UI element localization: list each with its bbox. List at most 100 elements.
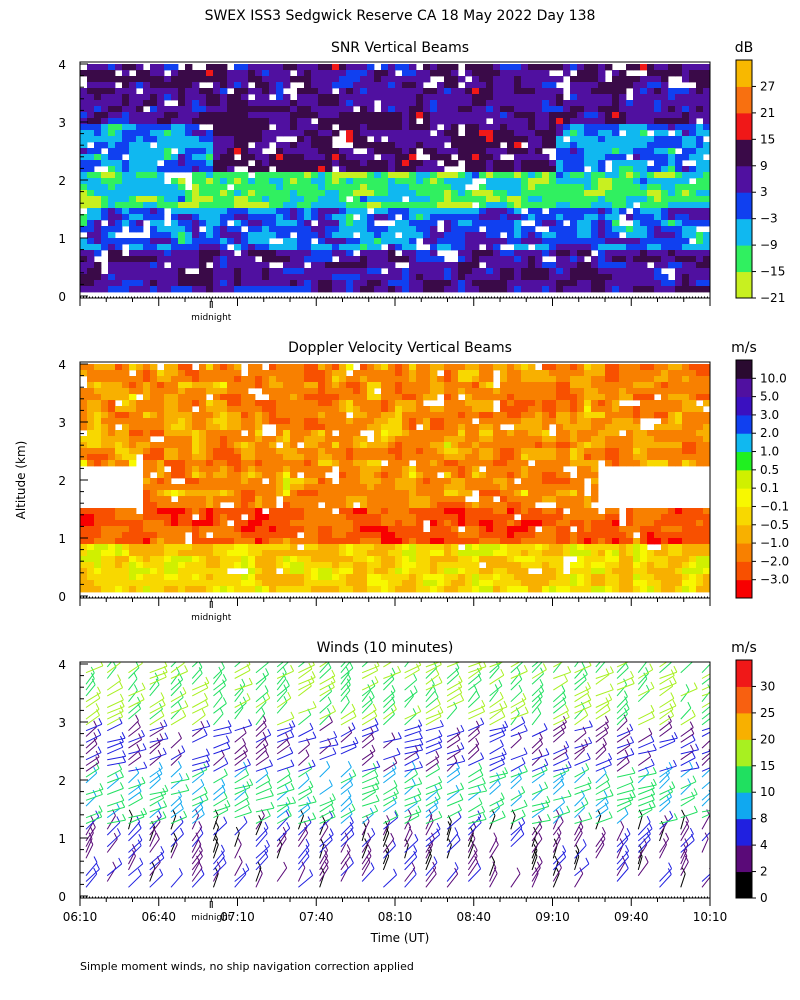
heatmap-cell: [269, 178, 277, 185]
heatmap-cell: [101, 160, 109, 167]
heatmap-cell: [276, 106, 284, 113]
heatmap-cell: [234, 208, 242, 215]
heatmap-cell: [220, 586, 228, 593]
heatmap-cell: [367, 142, 375, 149]
heatmap-cell: [458, 100, 466, 107]
heatmap-cell: [290, 208, 298, 215]
heatmap-cell: [556, 214, 564, 221]
heatmap-cell: [178, 418, 186, 425]
heatmap-cell: [458, 172, 466, 179]
heatmap-cell: [150, 532, 158, 539]
heatmap-cell: [577, 238, 585, 245]
heatmap-cell: [227, 106, 235, 113]
heatmap-cell: [353, 124, 361, 131]
heatmap-cell: [185, 148, 193, 155]
heatmap-cell: [626, 238, 634, 245]
heatmap-cell: [276, 580, 284, 587]
heatmap-cell: [388, 124, 396, 131]
heatmap-cell: [227, 70, 235, 77]
heatmap-cell: [143, 406, 151, 413]
heatmap-cell: [108, 112, 116, 119]
heatmap-cell: [276, 526, 284, 533]
heatmap-cell: [178, 424, 186, 431]
heatmap-cell: [199, 262, 207, 269]
heatmap-cell: [262, 130, 270, 137]
heatmap-cell: [220, 262, 228, 269]
heatmap-cell: [269, 562, 277, 569]
heatmap-cell: [381, 94, 389, 101]
heatmap-cell: [409, 160, 417, 167]
heatmap-cell: [311, 244, 319, 251]
heatmap-cell: [598, 286, 606, 293]
heatmap-cell: [206, 178, 214, 185]
heatmap-cell: [101, 448, 109, 455]
heatmap-cell: [654, 106, 662, 113]
heatmap-cell: [570, 178, 578, 185]
heatmap-cell: [374, 526, 382, 533]
heatmap-cell: [430, 196, 438, 203]
heatmap-cell: [164, 136, 172, 143]
heatmap-cell: [248, 394, 256, 401]
heatmap-cell: [108, 508, 116, 515]
heatmap-cell: [290, 364, 298, 371]
heatmap-cell: [353, 262, 361, 269]
heatmap-cell: [353, 544, 361, 551]
heatmap-cell: [276, 178, 284, 185]
heatmap-cell: [402, 562, 410, 569]
heatmap-cell: [563, 130, 571, 137]
heatmap-cell: [409, 502, 417, 509]
heatmap-cell: [416, 232, 424, 239]
heatmap-cell: [164, 142, 172, 149]
colorbar-swatch: [736, 60, 752, 87]
heatmap-cell: [374, 514, 382, 521]
heatmap-cell: [409, 196, 417, 203]
heatmap-cell: [353, 280, 361, 287]
heatmap-cell: [108, 280, 116, 287]
heatmap-cell: [423, 262, 431, 269]
heatmap-cell: [262, 490, 270, 497]
heatmap-cell: [129, 454, 137, 461]
heatmap-cell: [297, 550, 305, 557]
heatmap-cell: [675, 124, 683, 131]
heatmap-cell: [549, 190, 557, 197]
heatmap-cell: [87, 400, 95, 407]
heatmap-cell: [374, 472, 382, 479]
heatmap-cell: [465, 190, 473, 197]
heatmap-cell: [472, 64, 480, 71]
heatmap-cell: [318, 82, 326, 89]
heatmap-cell: [164, 370, 172, 377]
heatmap-cell: [171, 244, 179, 251]
heatmap-cell: [220, 106, 228, 113]
heatmap-cell: [633, 232, 641, 239]
heatmap-cell: [647, 208, 655, 215]
heatmap-cell: [612, 256, 620, 263]
heatmap-cell: [199, 94, 207, 101]
heatmap-cell: [80, 166, 88, 173]
heatmap-cell: [325, 172, 333, 179]
heatmap-cell: [668, 70, 676, 77]
heatmap-cell: [381, 424, 389, 431]
heatmap-cell: [318, 64, 326, 71]
heatmap-cell: [458, 136, 466, 143]
heatmap-cell: [87, 118, 95, 125]
heatmap-cell: [633, 136, 641, 143]
heatmap-cell: [472, 148, 480, 155]
heatmap-cell: [661, 274, 669, 281]
heatmap-cell: [332, 232, 340, 239]
heatmap-cell: [80, 178, 88, 185]
heatmap-cell: [122, 538, 130, 545]
heatmap-cell: [458, 148, 466, 155]
heatmap-cell: [164, 154, 172, 161]
heatmap-cell: [304, 136, 312, 143]
heatmap-cell: [514, 142, 522, 149]
heatmap-cell: [80, 268, 88, 275]
heatmap-cell: [409, 580, 417, 587]
heatmap-cell: [115, 166, 123, 173]
heatmap-cell: [528, 178, 536, 185]
heatmap-cell: [241, 448, 249, 455]
heatmap-cell: [367, 448, 375, 455]
heatmap-cell: [703, 214, 710, 221]
heatmap-cell: [332, 64, 340, 71]
heatmap-cell: [220, 388, 228, 395]
heatmap-cell: [682, 244, 690, 251]
